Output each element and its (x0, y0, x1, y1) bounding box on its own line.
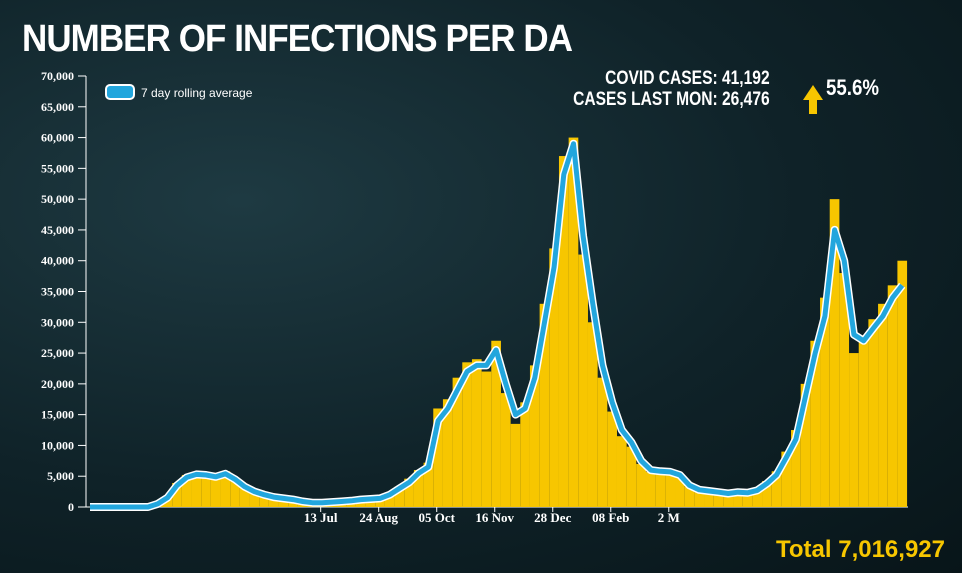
bar (887, 285, 898, 507)
bar (762, 481, 772, 507)
bar (878, 303, 888, 507)
y-tick-label: 65,000 (41, 100, 74, 114)
bar (239, 487, 250, 507)
up-arrow (803, 85, 823, 114)
bar (752, 489, 763, 507)
bar (491, 340, 501, 507)
y-tick-label: 55,000 (41, 161, 74, 175)
bar (578, 254, 588, 507)
bar (684, 486, 695, 507)
bar (539, 303, 550, 507)
bar (849, 353, 859, 507)
bar (733, 491, 743, 507)
legend-swatch (105, 84, 135, 100)
bar (645, 471, 656, 507)
bar (471, 359, 482, 507)
bar (481, 371, 492, 507)
y-tick-label: 20,000 (41, 377, 74, 391)
bar (558, 156, 569, 508)
bar (897, 260, 908, 507)
bar (820, 297, 830, 507)
bar (520, 402, 530, 507)
bar (394, 486, 405, 507)
y-tick-label: 70,000 (41, 69, 74, 83)
bar (413, 470, 424, 507)
bar (568, 137, 579, 508)
bar (191, 472, 202, 507)
bar (181, 474, 192, 507)
bar (220, 471, 231, 507)
bar (404, 478, 414, 507)
y-tick-label: 45,000 (41, 223, 74, 237)
bar (858, 337, 869, 507)
bar (452, 377, 463, 507)
bar (665, 473, 676, 507)
bar (201, 476, 211, 507)
y-tick-label: 5,000 (47, 469, 74, 483)
bar (704, 491, 714, 507)
x-tick-label: 2 M (657, 510, 680, 525)
bar (442, 399, 453, 507)
y-tick-label: 10,000 (41, 438, 74, 452)
annotation: COVID CASES: 41,192 (605, 68, 770, 89)
bar (675, 476, 685, 507)
bar (616, 436, 627, 507)
bar (462, 362, 472, 507)
y-tick-label: 15,000 (41, 408, 74, 422)
bar (800, 383, 811, 507)
bar (549, 248, 559, 507)
bar (587, 322, 598, 507)
bar (384, 492, 395, 507)
bar (433, 408, 443, 507)
y-tick-label: 60,000 (41, 131, 74, 145)
bar (510, 423, 521, 507)
chart-title: NUMBER OF INFECTIONS PER DA (22, 18, 573, 60)
y-tick-label: 30,000 (41, 315, 74, 329)
x-tick-label: 08 Feb (592, 510, 630, 525)
bar (781, 451, 792, 507)
y-tick-label: 50,000 (41, 192, 74, 206)
bar (810, 340, 821, 507)
line (90, 141, 905, 510)
annotation: Total 7,016,927 (776, 536, 945, 563)
bar (713, 492, 724, 507)
bar (278, 498, 289, 507)
y-tick-label: 0 (68, 500, 74, 514)
bar (829, 199, 840, 507)
bar (210, 475, 221, 507)
bar (607, 411, 617, 507)
bar (500, 393, 511, 507)
bar (259, 495, 269, 507)
annotation: 55.6% (826, 75, 880, 100)
bar (742, 493, 753, 507)
bar (249, 492, 260, 507)
y-tick-label: 40,000 (41, 254, 74, 268)
x-tick-label: 28 Dec (534, 510, 572, 525)
x-tick-label: 13 Jul (303, 510, 338, 525)
annotation: CASES LAST MON: 26,476 (573, 89, 770, 110)
bar (791, 430, 801, 507)
bar (230, 480, 240, 507)
x-tick-label: 16 Nov (475, 510, 515, 525)
bar (655, 472, 666, 507)
bar (529, 365, 540, 507)
bar (839, 273, 850, 507)
bar (723, 494, 734, 507)
bar (597, 377, 608, 507)
bar (771, 471, 782, 507)
y-tick-label: 25,000 (41, 346, 74, 360)
x-tick-label: 05 Oct (418, 510, 455, 525)
bar (172, 482, 182, 507)
bar (868, 319, 879, 507)
bar (694, 490, 705, 507)
bar (636, 463, 646, 507)
x-tick-label: 24 Aug (359, 510, 399, 525)
legend-label: 7 day rolling average (141, 86, 253, 100)
bar (268, 497, 279, 507)
bar (626, 446, 637, 507)
bar (423, 462, 434, 507)
y-tick-label: 35,000 (41, 285, 74, 299)
